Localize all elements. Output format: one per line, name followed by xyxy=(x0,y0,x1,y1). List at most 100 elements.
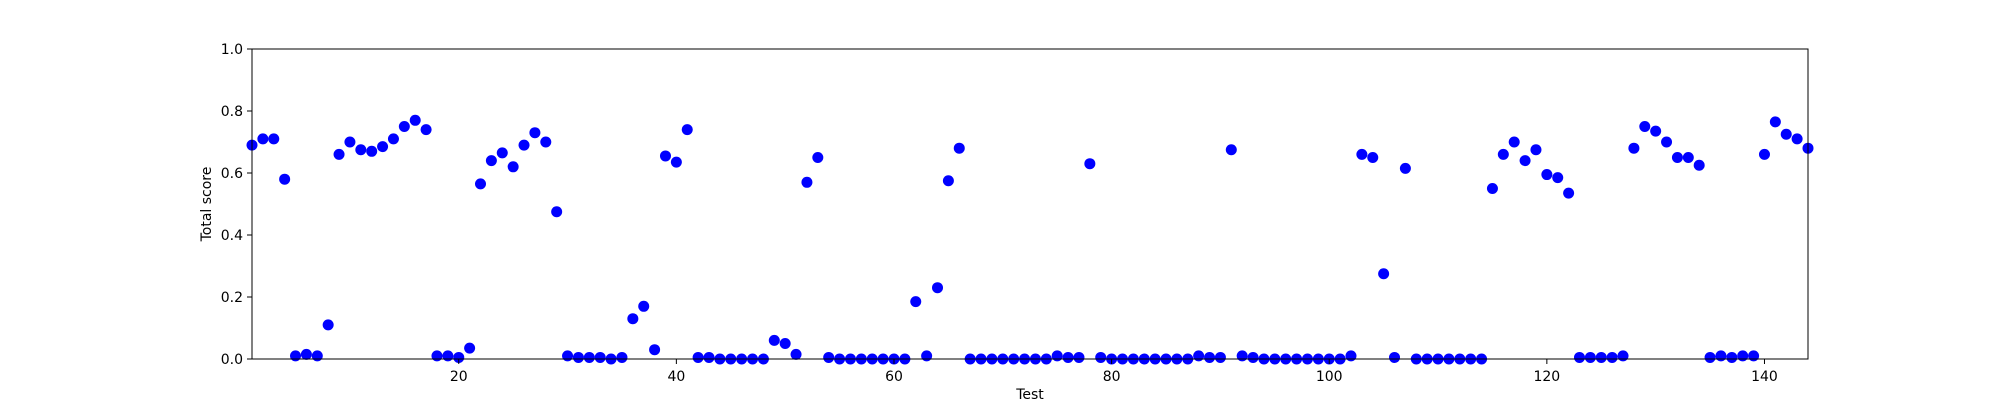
data-point xyxy=(1225,144,1237,156)
data-point xyxy=(409,114,421,126)
data-point xyxy=(355,144,367,156)
data-point xyxy=(257,133,269,145)
y-tick-label: 1.0 xyxy=(221,42,243,58)
data-point xyxy=(1661,136,1673,148)
data-point xyxy=(953,142,965,154)
data-point xyxy=(1062,351,1074,363)
data-point xyxy=(420,124,432,136)
data-point xyxy=(377,141,389,153)
data-point xyxy=(1552,172,1564,184)
data-point xyxy=(1769,116,1781,128)
data-point xyxy=(1737,350,1749,362)
data-point xyxy=(322,319,334,331)
data-point xyxy=(932,282,944,294)
data-point xyxy=(507,161,519,173)
data-point xyxy=(551,206,563,218)
data-point xyxy=(1628,142,1640,154)
data-point xyxy=(659,150,671,162)
data-point xyxy=(496,147,508,159)
data-point xyxy=(387,133,399,145)
y-tick-label: 0.4 xyxy=(221,228,243,244)
x-tick-label: 80 xyxy=(1103,369,1121,385)
data-point xyxy=(1584,351,1596,363)
data-point xyxy=(1073,351,1085,363)
data-point xyxy=(1247,351,1259,363)
data-point xyxy=(1563,187,1575,199)
data-point xyxy=(1519,155,1531,167)
data-point xyxy=(627,313,639,325)
data-point xyxy=(1682,152,1694,163)
data-point xyxy=(279,173,291,185)
data-point xyxy=(616,351,628,363)
data-point xyxy=(779,338,791,349)
x-tick-label: 100 xyxy=(1316,369,1343,385)
data-point xyxy=(529,127,541,139)
data-point xyxy=(1541,169,1553,181)
data-point xyxy=(1671,152,1683,163)
x-axis-label: Test xyxy=(1015,387,1044,400)
data-point xyxy=(692,351,704,363)
data-point xyxy=(1378,268,1390,280)
data-point xyxy=(1715,350,1727,362)
data-point xyxy=(1084,158,1096,170)
data-point xyxy=(1193,350,1205,362)
x-tick-label: 120 xyxy=(1533,369,1560,385)
data-point xyxy=(790,348,802,360)
data-point xyxy=(1693,159,1705,171)
y-tick-label: 0.2 xyxy=(221,290,243,306)
data-point xyxy=(366,145,378,157)
data-point xyxy=(442,350,454,362)
data-point xyxy=(921,350,933,362)
data-point xyxy=(1367,152,1379,163)
data-point xyxy=(1650,125,1662,137)
data-point xyxy=(910,296,922,308)
data-point xyxy=(1791,133,1803,145)
data-point xyxy=(453,351,465,363)
data-point xyxy=(540,136,552,148)
data-point xyxy=(300,348,312,360)
data-point xyxy=(703,351,715,363)
data-point xyxy=(485,155,497,167)
y-axis-ticks: 0.0 0.2 0.4 0.6 0.8 1.0 xyxy=(221,42,252,368)
data-point xyxy=(464,342,476,354)
y-axis-label: Total score xyxy=(199,167,215,243)
data-point xyxy=(572,351,584,363)
data-point xyxy=(1356,148,1368,160)
data-point xyxy=(1497,148,1509,160)
data-point xyxy=(1530,144,1542,156)
data-point xyxy=(1345,350,1357,362)
data-point xyxy=(1617,350,1629,362)
y-tick-label: 0.8 xyxy=(221,104,243,120)
data-point xyxy=(344,136,356,148)
plot-area-frame xyxy=(251,48,1809,360)
data-point xyxy=(290,350,302,362)
data-point xyxy=(1399,162,1411,174)
data-point xyxy=(431,350,443,362)
data-point xyxy=(268,133,280,145)
data-point xyxy=(518,139,530,151)
data-point xyxy=(1389,351,1401,363)
data-point xyxy=(670,156,682,168)
data-point xyxy=(1606,351,1618,363)
data-point xyxy=(649,344,661,356)
data-point xyxy=(583,351,595,363)
data-point xyxy=(1051,350,1063,362)
x-axis-ticks: 20 40 60 80 100 120 140 xyxy=(450,359,1778,385)
data-point xyxy=(1595,351,1607,363)
data-point xyxy=(823,351,835,363)
y-tick-label: 0.0 xyxy=(221,352,243,368)
data-point xyxy=(1095,351,1107,363)
data-point xyxy=(398,121,410,132)
data-point xyxy=(1236,350,1248,362)
data-point xyxy=(1204,351,1216,363)
data-point xyxy=(1780,128,1792,140)
data-point xyxy=(1508,136,1520,148)
data-point xyxy=(768,334,780,346)
x-tick-label: 40 xyxy=(667,369,685,385)
x-tick-label: 20 xyxy=(450,369,468,385)
data-point xyxy=(1639,121,1651,132)
data-point xyxy=(1486,183,1498,194)
data-point xyxy=(333,148,345,160)
data-point xyxy=(311,350,323,362)
